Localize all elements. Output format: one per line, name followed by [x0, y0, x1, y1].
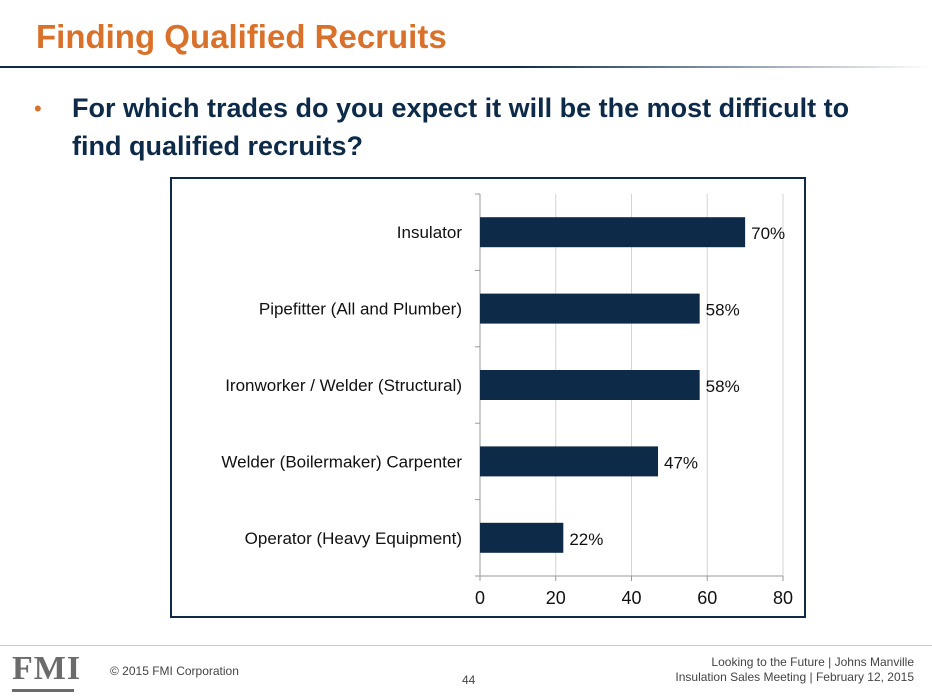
bar-0: [480, 217, 746, 248]
bar-2: [480, 370, 700, 400]
bar-1: [480, 293, 700, 324]
bar-chart: 0 20 40 60 80 Insulator 70% Pipefitter (All and…: [170, 177, 806, 618]
bar-3: [480, 446, 659, 477]
fmi-logo: FMI: [12, 650, 82, 687]
footer-divider: [0, 645, 932, 646]
bullet-question: For which trades do you expect it will b…: [72, 93, 850, 161]
category-label-1: Pipefitter (All and Plumber): [259, 300, 462, 319]
x-tick-label-4: 80: [773, 588, 793, 608]
logo-underline: [12, 689, 74, 692]
data-label-0: 70%: [751, 224, 785, 243]
footer-line-2: Insulation Sales Meeting | February 12, …: [675, 670, 914, 684]
data-label-3: 47%: [664, 453, 698, 472]
x-tick-label-2: 40: [621, 588, 641, 608]
data-label-4: 22%: [569, 530, 603, 549]
category-label-2: Ironworker / Welder (Structural): [225, 376, 462, 395]
footer-line-1: Looking to the Future | Johns Manville: [711, 655, 914, 669]
slide-title: Finding Qualified Recruits: [36, 18, 447, 55]
bar-4: [480, 522, 564, 553]
x-tick-label-1: 20: [546, 588, 566, 608]
category-label-3: Welder (Boilermaker) Carpenter: [221, 452, 462, 471]
copyright-text: © 2015 FMI Corporation: [110, 664, 239, 678]
chart-canvas: 0 20 40 60 80 Insulator 70% Pipefitter (All and…: [221, 193, 793, 608]
bullet-icon: •: [34, 96, 42, 121]
title-divider: [0, 66, 932, 68]
data-label-2: 58%: [706, 377, 740, 396]
data-label-1: 58%: [706, 301, 740, 320]
x-tick-label-3: 60: [697, 588, 717, 608]
footer-event-info: Looking to the Future | Johns Manville I…: [675, 655, 914, 685]
page-number: 44: [462, 673, 476, 687]
category-label-0: Insulator: [397, 223, 463, 242]
x-tick-label-0: 0: [475, 588, 485, 608]
category-label-4: Operator (Heavy Equipment): [245, 529, 462, 548]
